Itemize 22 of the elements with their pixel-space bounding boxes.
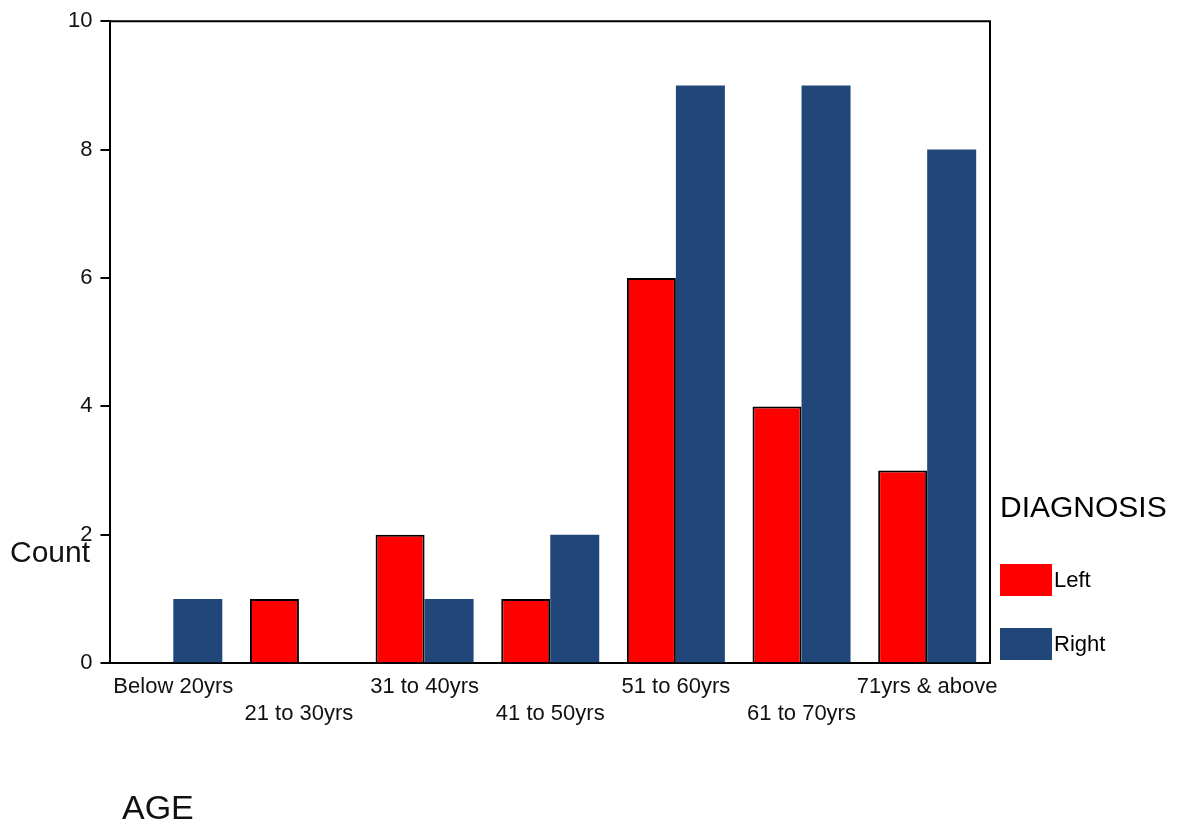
y-tick-label: 10	[67, 7, 93, 33]
bar	[675, 85, 725, 663]
legend-label: Left	[1054, 567, 1091, 593]
y-tick-label: 6	[80, 264, 93, 290]
legend-label: Right	[1054, 631, 1106, 657]
y-tick-label: 4	[80, 392, 93, 418]
x-tick-label: 61 to 70yrs	[747, 699, 856, 725]
x-tick-label: 51 to 60yrs	[621, 673, 731, 699]
bar	[927, 149, 977, 663]
y-tick-label: 0	[80, 649, 93, 675]
legend-title: DIAGNOSIS	[1000, 490, 1167, 524]
x-axis-title: AGE	[122, 788, 194, 827]
x-tick-label: 31 to 40yrs	[370, 673, 480, 699]
bar	[424, 599, 474, 663]
x-tick-label: 41 to 50yrs	[495, 699, 605, 725]
x-tick-label: Below 20yrs	[113, 673, 234, 699]
x-tick-label: 71yrs & above	[856, 673, 998, 699]
bar	[173, 599, 223, 663]
bar	[550, 534, 600, 663]
y-tick-label: 8	[80, 135, 93, 161]
x-tick-label: 21 to 30yrs	[244, 699, 354, 725]
bar	[801, 85, 851, 663]
